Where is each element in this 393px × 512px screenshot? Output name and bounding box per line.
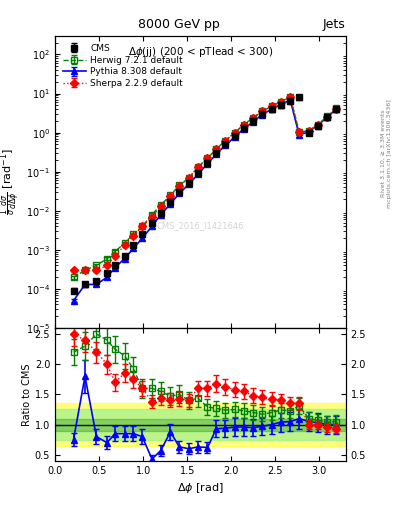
Text: Rivet 3.1.10, ≥ 3.3M events: Rivet 3.1.10, ≥ 3.3M events bbox=[381, 110, 386, 198]
Text: $\Delta\phi$(jj) (200 < pTlead < 300): $\Delta\phi$(jj) (200 < pTlead < 300) bbox=[128, 45, 273, 58]
Y-axis label: $\frac{1}{\sigma}\frac{d\sigma}{d\Delta\phi}\ [\mathrm{rad}^{-1}]$: $\frac{1}{\sigma}\frac{d\sigma}{d\Delta\… bbox=[0, 148, 23, 216]
Text: 8000 GeV pp: 8000 GeV pp bbox=[138, 18, 219, 31]
Legend: CMS, Herwig 7.2.1 default, Pythia 8.308 default, Sherpa 2.2.9 default: CMS, Herwig 7.2.1 default, Pythia 8.308 … bbox=[59, 40, 187, 92]
X-axis label: $\Delta\phi$ [rad]: $\Delta\phi$ [rad] bbox=[177, 481, 224, 495]
Text: mcplots.cern.ch [arXiv:1306.3436]: mcplots.cern.ch [arXiv:1306.3436] bbox=[387, 99, 391, 208]
Y-axis label: Ratio to CMS: Ratio to CMS bbox=[22, 363, 32, 425]
Text: Jets: Jets bbox=[323, 18, 346, 31]
Text: CMS_2016_I1421646: CMS_2016_I1421646 bbox=[157, 221, 244, 230]
